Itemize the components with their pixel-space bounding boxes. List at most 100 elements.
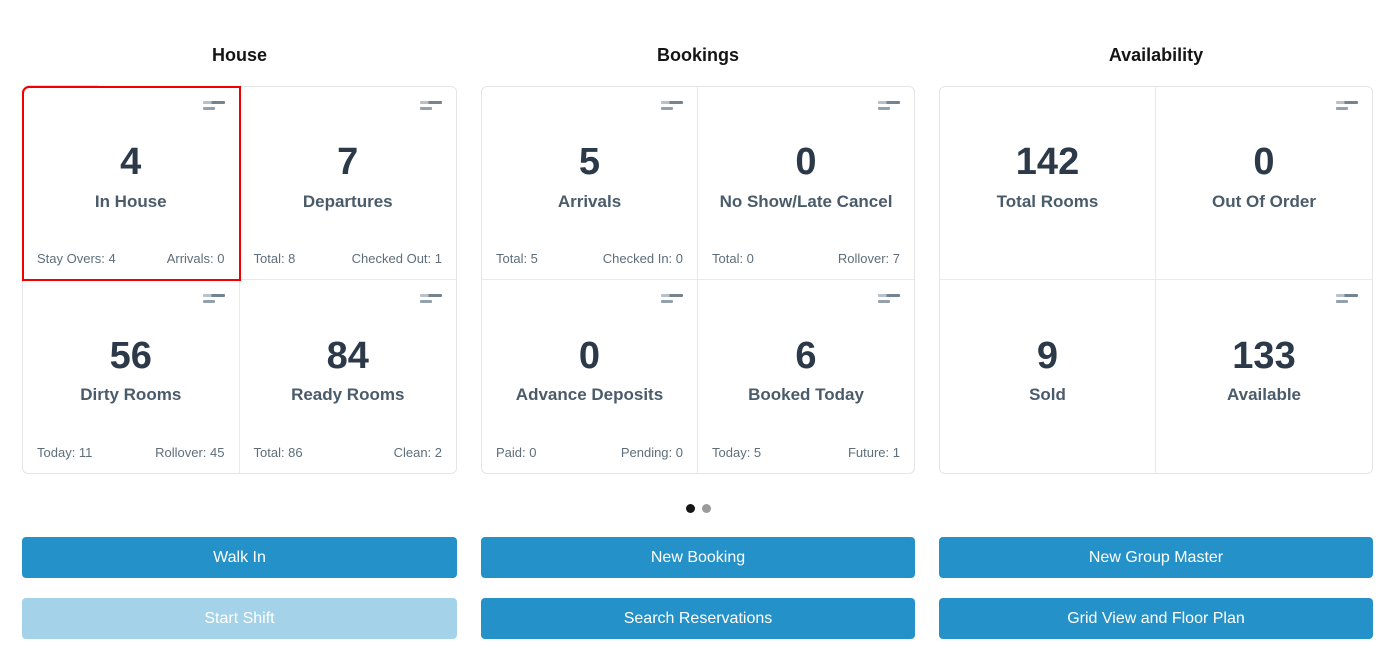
stats-bars-icon[interactable] xyxy=(661,101,683,110)
card-main: 0 Advance Deposits xyxy=(482,334,697,418)
page-dot-1[interactable] xyxy=(686,504,695,513)
card-available[interactable]: 133 Available xyxy=(1156,280,1372,473)
card-departures[interactable]: 7 Departures Total: 8 Checked Out: 1 xyxy=(239,87,457,280)
card-main: 7 Departures xyxy=(240,141,457,224)
new-group-master-button[interactable]: New Group Master xyxy=(939,537,1373,578)
section-title-bookings: Bookings xyxy=(656,45,739,65)
card-dirty-rooms[interactable]: 56 Dirty Rooms Today: 11 Rollover: 45 xyxy=(23,280,240,473)
card-main: 9 Sold xyxy=(940,334,1155,418)
group-house: 4 In House Stay Overs: 4 Arrivals: 0 7 D… xyxy=(22,86,457,474)
carousel-pagination xyxy=(0,504,1397,513)
card-main: 5 Arrivals xyxy=(482,141,697,224)
card-in-house[interactable]: 4 In House Stay Overs: 4 Arrivals: 0 xyxy=(22,86,241,281)
card-value: 4 xyxy=(120,141,142,184)
stat-left: Total: 8 xyxy=(253,251,296,266)
card-stats: Stay Overs: 4 Arrivals: 0 xyxy=(23,251,239,279)
card-label: Departures xyxy=(302,191,393,211)
card-advance-deposits[interactable]: 0 Advance Deposits Paid: 0 Pending: 0 xyxy=(482,280,698,473)
card-value: 0 xyxy=(795,141,817,184)
stat-left: Total: 5 xyxy=(496,251,538,266)
card-value: 6 xyxy=(795,334,817,377)
card-main: 0 Out Of Order xyxy=(1156,141,1372,224)
card-sold[interactable]: 9 Sold xyxy=(940,280,1156,473)
grid-view-floor-plan-button[interactable]: Grid View and Floor Plan xyxy=(939,598,1373,639)
action-buttons: Walk In New Booking New Group Master Sta… xyxy=(0,537,1397,639)
stat-right: Clean: 2 xyxy=(393,445,442,460)
card-label: Booked Today xyxy=(748,385,864,405)
stat-right: Arrivals: 0 xyxy=(166,251,225,266)
stat-right: Rollover: 45 xyxy=(155,445,225,460)
card-label: Ready Rooms xyxy=(291,385,405,405)
card-label: Total Rooms xyxy=(996,191,1099,211)
new-booking-button[interactable]: New Booking xyxy=(481,537,915,578)
card-label: Out Of Order xyxy=(1212,191,1316,211)
card-value: 56 xyxy=(109,334,152,377)
stats-bars-icon[interactable] xyxy=(1336,101,1358,110)
card-stats: Paid: 0 Pending: 0 xyxy=(482,445,697,473)
card-value: 0 xyxy=(1253,141,1275,184)
card-value: 84 xyxy=(326,334,369,377)
stats-bars-icon[interactable] xyxy=(1336,294,1358,303)
card-main: 6 Booked Today xyxy=(698,334,914,418)
stats-bars-icon[interactable] xyxy=(878,294,900,303)
stats-bars-icon[interactable] xyxy=(661,294,683,303)
card-main: 84 Ready Rooms xyxy=(240,334,457,418)
stat-right: Rollover: 7 xyxy=(837,251,900,266)
card-label: Advance Deposits xyxy=(515,385,664,405)
stat-left: Total: 86 xyxy=(253,445,303,460)
card-stats: Total: 86 Clean: 2 xyxy=(240,445,457,473)
card-label: No Show/Late Cancel xyxy=(719,191,893,211)
stats-bars-icon[interactable] xyxy=(878,101,900,110)
stat-right: Checked In: 0 xyxy=(602,251,683,266)
card-main: 0 No Show/Late Cancel xyxy=(698,141,914,224)
card-value: 0 xyxy=(578,334,601,377)
card-value: 133 xyxy=(1232,334,1296,377)
section-title-availability: Availability xyxy=(1108,45,1204,65)
walk-in-button[interactable]: Walk In xyxy=(22,537,457,578)
card-stats: Today: 5 Future: 1 xyxy=(698,445,914,473)
section-headers: House Bookings Availability xyxy=(0,44,1397,66)
stats-bars-icon[interactable] xyxy=(202,101,225,110)
stats-bars-icon[interactable] xyxy=(202,294,225,303)
stat-left: Total: 0 xyxy=(712,251,754,266)
page-dot-2[interactable] xyxy=(702,504,711,513)
stat-left: Today: 11 xyxy=(37,445,93,460)
card-stats: Total: 5 Checked In: 0 xyxy=(482,251,697,279)
start-shift-button[interactable]: Start Shift xyxy=(22,598,457,639)
card-value: 5 xyxy=(578,141,601,184)
card-stats: Today: 11 Rollover: 45 xyxy=(23,445,239,473)
card-stats: Total: 0 Rollover: 7 xyxy=(698,251,914,279)
card-label: Available xyxy=(1226,385,1302,405)
card-main: 133 Available xyxy=(1156,334,1372,418)
card-no-show-late-cancel[interactable]: 0 No Show/Late Cancel Total: 0 Rollover:… xyxy=(698,87,914,280)
stat-left: Stay Overs: 4 xyxy=(37,251,116,266)
stats-bars-icon[interactable] xyxy=(420,294,442,303)
card-main: 56 Dirty Rooms xyxy=(23,334,239,418)
stat-right: Checked Out: 1 xyxy=(351,251,442,266)
stats-bars-icon[interactable] xyxy=(420,101,442,110)
card-label: Sold xyxy=(1029,385,1066,405)
stat-left: Today: 5 xyxy=(712,445,762,460)
card-arrivals[interactable]: 5 Arrivals Total: 5 Checked In: 0 xyxy=(482,87,698,280)
card-value: 142 xyxy=(1015,141,1080,184)
stat-right: Future: 1 xyxy=(847,445,900,460)
card-label: Arrivals xyxy=(557,191,622,211)
card-value: 7 xyxy=(337,141,359,184)
card-ready-rooms[interactable]: 84 Ready Rooms Total: 86 Clean: 2 xyxy=(239,280,457,473)
card-total-rooms[interactable]: 142 Total Rooms xyxy=(940,87,1156,280)
group-bookings: 5 Arrivals Total: 5 Checked In: 0 0 No S… xyxy=(481,86,915,474)
card-main: 142 Total Rooms xyxy=(940,141,1155,224)
card-main: 4 In House xyxy=(23,141,239,224)
card-out-of-order[interactable]: 0 Out Of Order xyxy=(1156,87,1372,280)
search-reservations-button[interactable]: Search Reservations xyxy=(481,598,915,639)
card-booked-today[interactable]: 6 Booked Today Today: 5 Future: 1 xyxy=(698,280,914,473)
group-availability: 142 Total Rooms 0 Out Of Order 9 Sold 13… xyxy=(939,86,1373,474)
card-value: 9 xyxy=(1036,334,1059,377)
stat-left: Paid: 0 xyxy=(496,445,537,460)
card-stats: Total: 8 Checked Out: 1 xyxy=(240,251,457,279)
dashboard-card-groups: 4 In House Stay Overs: 4 Arrivals: 0 7 D… xyxy=(0,86,1397,474)
stat-right: Pending: 0 xyxy=(620,445,683,460)
card-label: Dirty Rooms xyxy=(80,385,182,405)
section-title-house: House xyxy=(211,45,267,65)
card-label: In House xyxy=(94,191,167,211)
